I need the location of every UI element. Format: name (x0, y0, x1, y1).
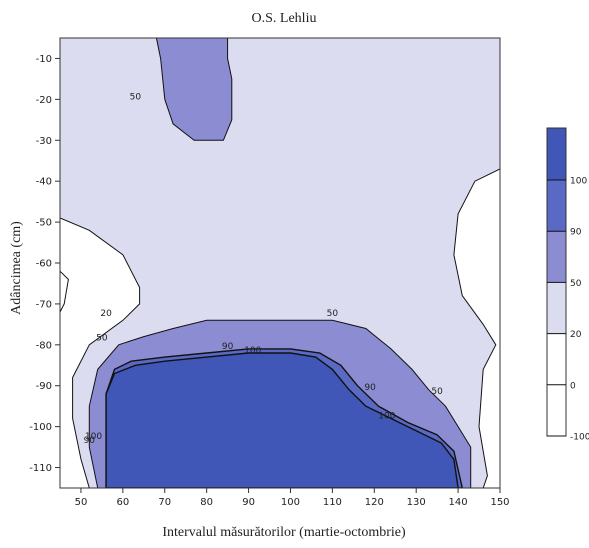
x-axis-label: Intervalul măsurătorilor (martie-octombr… (162, 525, 406, 540)
y-tick-label: -60 (36, 259, 52, 270)
y-tick-label: -90 (36, 381, 52, 392)
y-tick-label: -30 (36, 136, 52, 147)
x-tick-label: 80 (200, 497, 213, 508)
colorbar-band (547, 282, 566, 334)
colorbar-tick-label: 20 (570, 330, 582, 340)
x-tick-label: 130 (407, 497, 426, 508)
contour-label: 50 (130, 92, 142, 102)
colorbar-tick-label: 50 (570, 279, 582, 289)
contour-label: 100 (85, 432, 102, 442)
y-tick-label: -70 (36, 299, 52, 310)
y-tick-label: -80 (36, 340, 52, 351)
x-tick-label: 120 (365, 497, 384, 508)
x-tick-label: 140 (449, 497, 468, 508)
chart-title: O.S. Lehliu (252, 11, 317, 26)
contour-region-50 (155, 38, 233, 141)
contour-label: 90 (364, 383, 376, 393)
colorbar-tick-label: 90 (570, 228, 582, 238)
y-axis-label: Adâncimea (cm) (9, 221, 24, 315)
contour-label: 50 (431, 387, 443, 397)
y-tick-label: -100 (29, 422, 52, 433)
y-tick-label: -40 (36, 177, 52, 188)
x-tick-label: 50 (75, 497, 88, 508)
y-tick-label: -10 (36, 54, 52, 65)
y-tick-label: -50 (36, 218, 52, 229)
contour-region-100 (105, 352, 459, 488)
colorbar-tick-label: -100 (570, 433, 589, 443)
x-tick-label: 100 (281, 497, 300, 508)
contour-label: 50 (96, 334, 108, 344)
contour-label: 20 (100, 309, 112, 319)
colorbar-tick-label: 100 (570, 177, 587, 187)
contour-label: 50 (327, 309, 339, 319)
x-tick-label: 150 (490, 497, 509, 508)
contour-label: 90 (222, 342, 234, 352)
x-tick-label: 70 (158, 497, 171, 508)
colorbar-band (547, 333, 566, 385)
x-tick-label: 90 (242, 497, 255, 508)
contour-region-white (60, 270, 69, 313)
contour-label: 90 (84, 436, 96, 446)
x-tick-label: 60 (116, 497, 129, 508)
contour-label: 100 (378, 412, 395, 422)
x-axis: 50 60 70 80 90 100 110 120 130 140 150 (75, 488, 510, 508)
colorbar-band (547, 384, 566, 436)
y-axis: -10 -20 -30 -40 -50 -60 -70 -80 -90 -100 -110 (29, 54, 60, 474)
colorbar-band (547, 231, 566, 283)
x-tick-label: 110 (323, 497, 342, 508)
colorbar-tick-label: 0 (570, 381, 576, 391)
contour-label: 100 (244, 346, 261, 356)
y-tick-label: -110 (29, 463, 52, 474)
colorbar-band (547, 180, 566, 232)
y-tick-label: -20 (36, 95, 52, 106)
colorbar-band (547, 128, 566, 180)
colorbar: 100 90 50 20 0 -100 (546, 127, 589, 443)
contour-regions (60, 38, 500, 488)
